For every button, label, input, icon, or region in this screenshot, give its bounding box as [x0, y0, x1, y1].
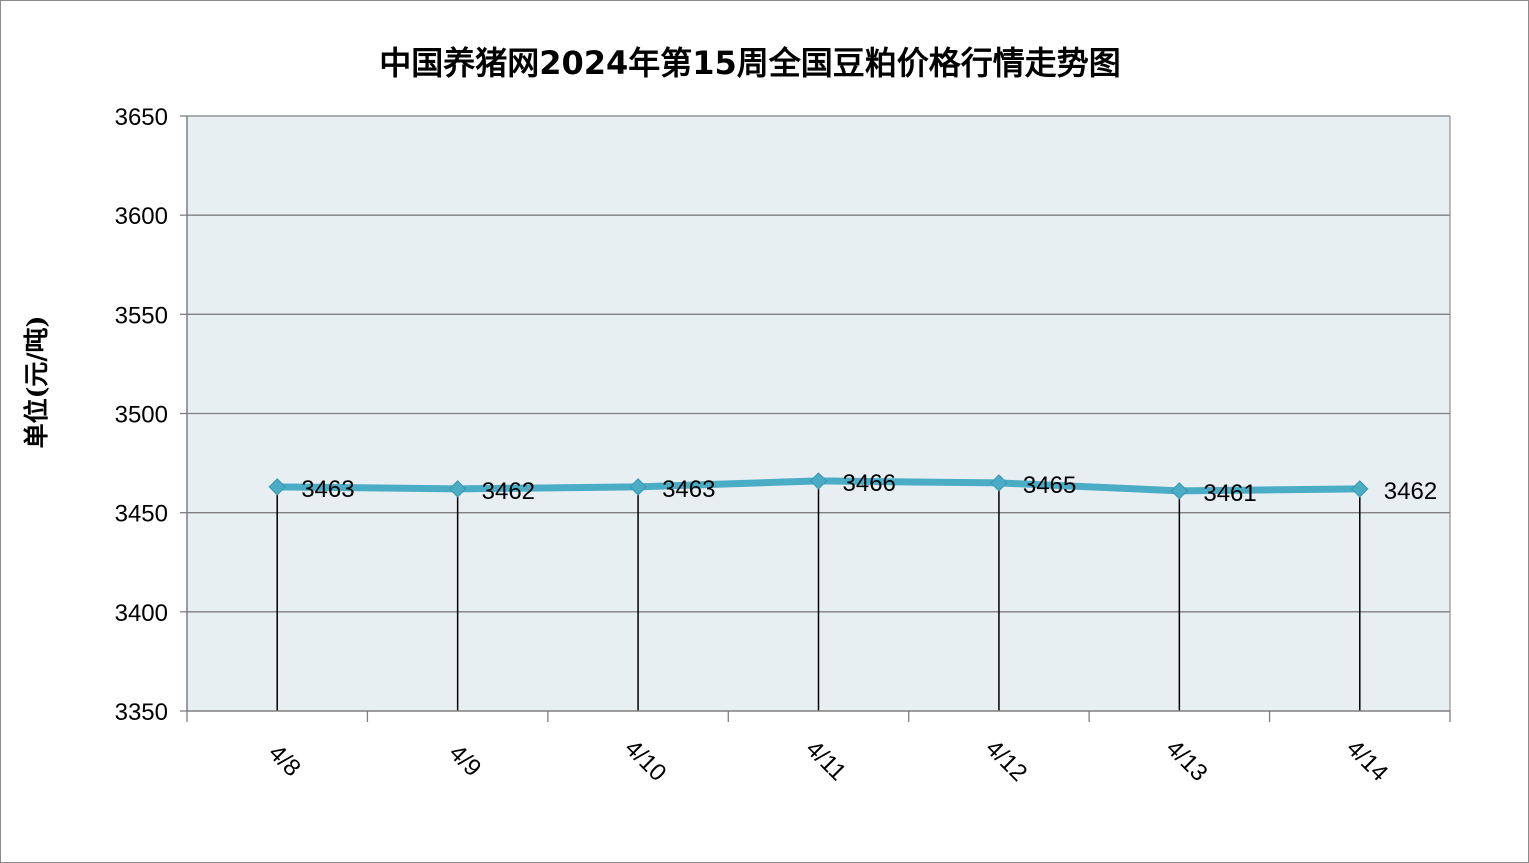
point-4/13	[1170, 482, 1189, 500]
point-4/8	[268, 478, 286, 496]
y-tick-labels: 3350 3400 3450 3500 3550 3600 3650	[115, 104, 168, 726]
data-label-4/10: 3463	[662, 476, 715, 503]
y-tick-label-3500: 3500	[115, 402, 168, 429]
point-4/12	[990, 474, 1008, 492]
y-tick-label-3450: 3450	[115, 501, 168, 528]
axes	[186, 116, 1451, 722]
y-tick-label-3350: 3350	[115, 699, 168, 726]
data-labels: 3463 3462 3463 3466 3465 3461 3462	[301, 470, 1437, 507]
data-label-4/8: 3463	[301, 476, 354, 503]
y-tick-label-3650: 3650	[115, 104, 168, 131]
point-4/11	[809, 472, 828, 490]
data-label-4/13: 3461	[1203, 480, 1256, 507]
drop-lines	[276, 480, 1361, 711]
y-tick-label-3400: 3400	[115, 600, 168, 627]
data-label-4/12: 3465	[1023, 472, 1076, 499]
x-tick-label-4/9: 4/9	[444, 739, 487, 782]
x-tick-label-4/10: 4/10	[619, 735, 671, 787]
data-label-4/14: 3462	[1384, 478, 1437, 505]
x-tick-label-4/14: 4/14	[1341, 735, 1393, 787]
x-tick-labels: 4/8 4/9 4/10 4/11 4/12 4/13 4/14	[263, 735, 1393, 787]
x-tick-label-4/11: 4/11	[800, 735, 851, 786]
point-4/14	[1351, 480, 1369, 498]
chart-title: 中国养猪网2024年第15周全国豆粕价格行情走势图	[379, 44, 1121, 82]
x-tick-label-4/12: 4/12	[980, 735, 1032, 787]
x-tick-label-4/8: 4/8	[263, 739, 306, 782]
series-layer	[268, 472, 1369, 500]
data-label-4/11: 3466	[843, 470, 896, 497]
y-tick-label-3550: 3550	[115, 302, 168, 329]
point-4/10	[629, 478, 647, 496]
point-4/9	[448, 480, 467, 498]
x-tick-label-4/13: 4/13	[1161, 735, 1213, 787]
y-tick-label-3600: 3600	[115, 203, 168, 230]
data-label-4/9: 3462	[482, 478, 535, 505]
